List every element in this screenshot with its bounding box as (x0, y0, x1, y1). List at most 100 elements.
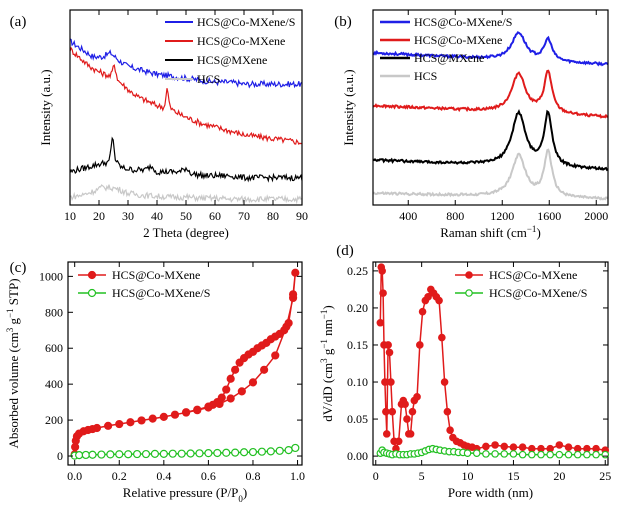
panel-label-c: (c) (10, 260, 27, 276)
x-tick-label: 15 (507, 469, 519, 483)
x-tick-label: 0.8 (245, 469, 260, 483)
data-point (537, 450, 545, 459)
y-tick-label: 200 (45, 413, 63, 427)
x-tick-label: 10 (64, 209, 76, 223)
data-point (546, 450, 554, 459)
panel-label-a: (a) (10, 14, 27, 30)
data-point (379, 289, 387, 297)
plot-frame (372, 261, 609, 466)
data-point (92, 423, 102, 433)
x-tick-label: 80 (267, 209, 279, 223)
series-line (372, 109, 609, 172)
data-point (75, 451, 84, 460)
data-point (387, 378, 395, 386)
data-point (115, 450, 124, 459)
data-point (231, 448, 240, 457)
x-tick-label: 0.4 (156, 469, 171, 483)
data-point (170, 410, 180, 419)
x-tick-label: 40 (151, 209, 163, 223)
x-tick-label: 1600 (537, 209, 561, 223)
legend-marker (465, 271, 473, 279)
data-point (291, 443, 300, 453)
data-point (226, 394, 235, 403)
data-point (518, 443, 527, 452)
x-tick-label: 400 (399, 209, 417, 223)
legend-label: HCS@MXene (197, 53, 267, 67)
data-point (406, 430, 415, 438)
data-point (418, 307, 427, 316)
data-point (222, 448, 231, 457)
data-point (382, 407, 390, 416)
data-point (440, 378, 449, 386)
data-point (141, 449, 151, 459)
data-point (275, 446, 284, 455)
data-point (106, 450, 115, 459)
legend-label: HCS (197, 72, 220, 86)
x-tick-label: 800 (446, 209, 464, 223)
panel-a: (a) 10 20 30 40 50 60 70 80 90 2 Theta (degree) Int… (10, 9, 308, 240)
data-point (159, 412, 168, 421)
x-tick-label: 25 (599, 469, 611, 483)
x-axis-title: Pore width (nm) (448, 485, 533, 500)
data-point (124, 450, 133, 459)
series-line (69, 38, 303, 89)
data-point (463, 449, 472, 457)
data-point (378, 267, 386, 275)
x-tick-label: 0 (373, 469, 379, 483)
data-point (528, 450, 536, 459)
data-point (443, 407, 452, 416)
series-line (372, 148, 609, 201)
x-tick-label: 2000 (584, 209, 608, 223)
data-point (491, 441, 499, 449)
legend-label: HCS@Co-MXene/S (197, 15, 295, 29)
data-point (248, 378, 258, 387)
x-tick-label: 50 (180, 209, 192, 223)
data-point (564, 450, 573, 459)
series-line (69, 136, 303, 183)
data-point (226, 374, 235, 383)
data-point (401, 400, 409, 409)
legend-marker (87, 270, 97, 280)
series-line (372, 69, 609, 119)
x-tick-label: 10 (462, 469, 474, 483)
legend-label: HCS@Co-MXene/S (112, 286, 210, 300)
panel-c: (c) 0.0 0.2 0.4 0.6 0.8 1.0 0 200 400 600 800 1000 Re… (5, 260, 305, 504)
legend-label: HCS@Co-MXene (489, 268, 577, 282)
x-tick-label: 0.0 (67, 469, 82, 483)
data-point (115, 419, 124, 429)
data-point (81, 450, 90, 460)
data-point (231, 365, 240, 374)
data-point (148, 414, 157, 423)
y-tick-label: 400 (45, 377, 63, 391)
legend-label: HCS@Co-MXene (414, 33, 502, 47)
data-point (260, 365, 269, 374)
data-point (126, 418, 135, 427)
data-point (564, 443, 573, 452)
y-axis-title: dV/dD (cm3 g−1 nm−1) (319, 305, 335, 421)
y-tick-label: 0.05 (347, 412, 368, 426)
data-point (482, 450, 490, 458)
data-point (291, 268, 300, 277)
data-point (592, 450, 600, 459)
data-point (177, 449, 186, 458)
data-point (500, 450, 509, 458)
data-point (159, 449, 168, 458)
x-tick-label: 60 (209, 209, 221, 223)
data-point (491, 450, 499, 458)
data-point (104, 421, 113, 430)
data-point (500, 442, 509, 451)
data-point (239, 448, 249, 457)
x-tick-label: 0.2 (112, 469, 127, 483)
series-line (69, 184, 303, 205)
x-tick-label: 90 (296, 209, 308, 223)
data-point (555, 450, 564, 459)
data-point (438, 333, 446, 342)
data-point (288, 290, 298, 299)
y-tick-label: 0.10 (347, 375, 368, 389)
data-point (403, 415, 411, 423)
data-point (446, 426, 454, 434)
x-tick-label: 70 (238, 209, 250, 223)
data-point (257, 447, 266, 456)
data-point (150, 449, 160, 458)
data-point (204, 402, 213, 411)
